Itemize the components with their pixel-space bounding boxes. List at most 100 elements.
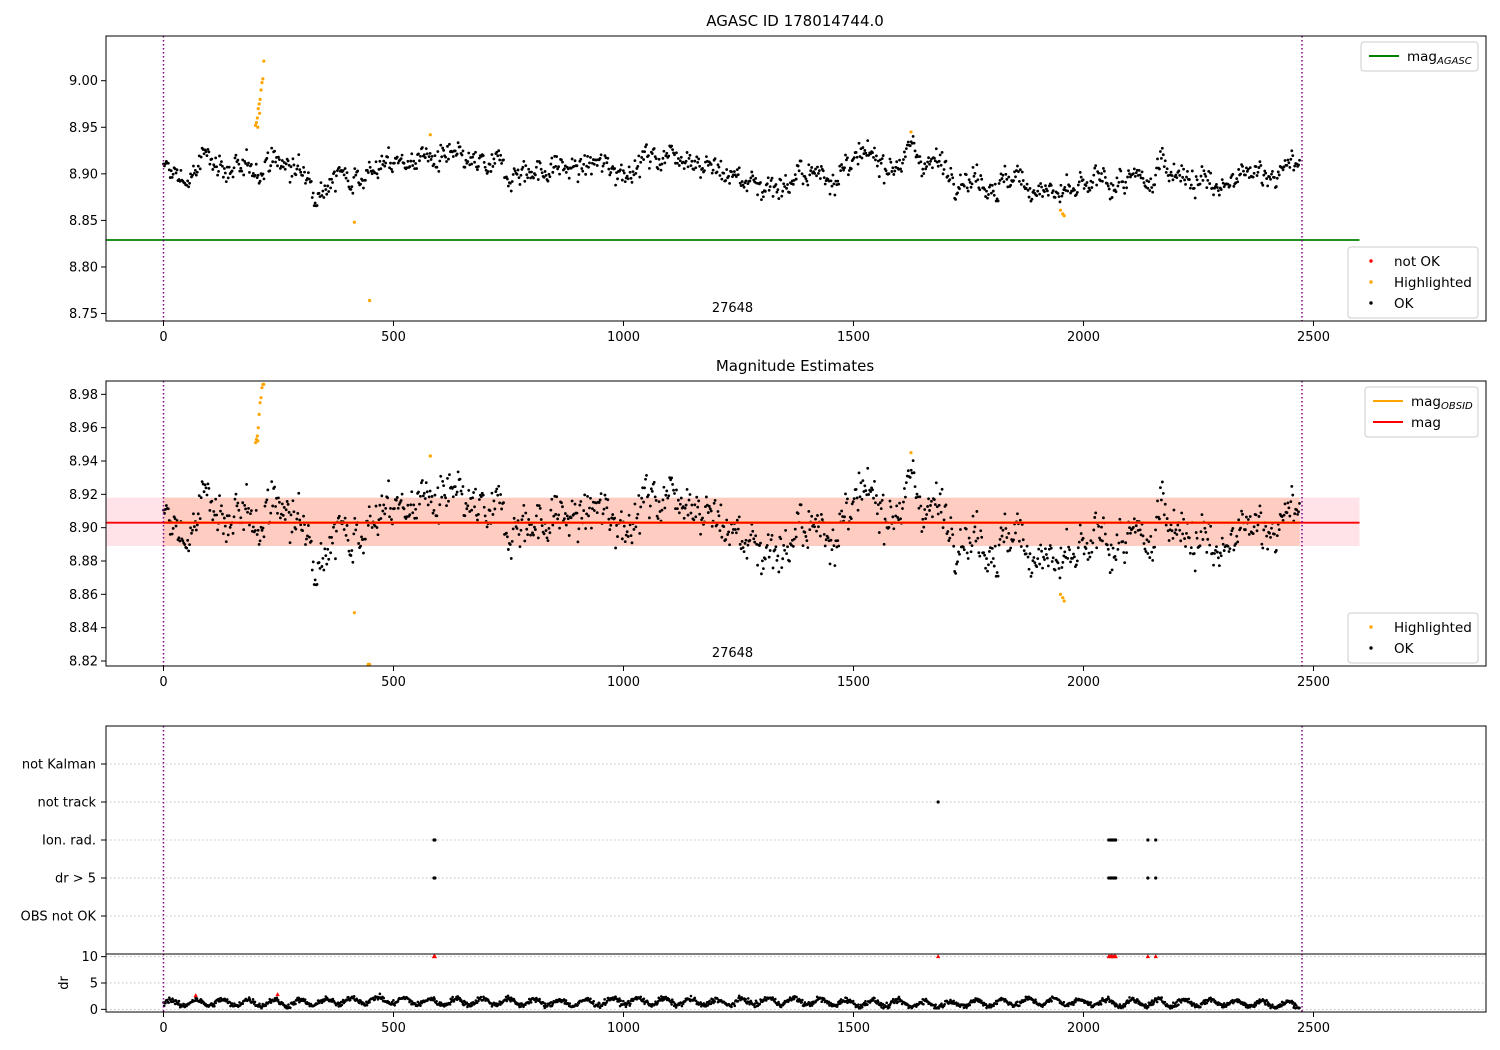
ok-point [329,186,333,190]
ok-point [1235,177,1239,181]
ok-point [1076,546,1080,550]
ok-point [938,153,942,157]
ok-point [1134,171,1138,175]
dr-point [276,998,280,1002]
ok-point [809,169,813,173]
ok-point [400,153,404,157]
ok-point [342,173,346,177]
dr-point [877,1000,880,1004]
ok-point [1165,517,1169,520]
panel2-top-legend-label: mag [1411,415,1441,431]
ok-point [473,160,476,164]
ok-point [1014,531,1017,535]
panel2-title: Magnitude Estimates [716,357,874,375]
ok-point [532,533,535,537]
ok-point [858,155,862,158]
ok-point [761,559,764,563]
ok-point [1097,525,1100,528]
highlighted-point [256,426,260,430]
ok-point [1094,164,1098,168]
dr-point [1170,1006,1174,1010]
ok-point [679,155,683,159]
dr-point [650,1005,653,1008]
dr-point [746,997,750,1000]
dr-point [269,1001,273,1004]
ok-point [908,476,912,479]
ok-point [1081,178,1085,182]
ok-point [1062,554,1066,558]
ok-point [1158,517,1161,521]
dr-point [737,994,741,998]
ok-point [1146,552,1150,555]
dr-point [1149,1003,1153,1007]
ok-point [467,489,471,492]
ok-point [873,146,876,150]
ok-point [613,167,617,170]
ok-point [459,489,463,493]
ok-point [506,184,510,188]
ok-point [214,156,218,160]
ok-point [629,534,633,538]
ok-point [964,173,968,177]
ok-point [1058,576,1062,580]
ok-point [461,485,465,488]
ok-point [490,491,494,495]
dr-point [1089,1001,1093,1004]
ok-point [986,569,989,573]
dr-point [348,998,352,1002]
flag-point [1154,876,1158,880]
ok-point [342,528,346,531]
ok-point [1026,188,1030,192]
dr-ytick-label: 10 [81,950,98,965]
ok-point [569,516,573,520]
ok-point [1132,517,1136,521]
ok-point [619,510,623,514]
ok-point [370,526,374,529]
ok-point [859,481,863,485]
ok-point [189,172,192,176]
ok-point [626,177,630,181]
ok-point [512,516,516,520]
ok-point [974,179,978,183]
ok-point [334,189,337,193]
ok-point [436,486,440,490]
ok-point [685,487,689,491]
ok-point [1167,539,1171,542]
dr-point [792,997,796,1001]
ok-point [1193,569,1197,573]
dr-point [1050,999,1053,1003]
ok-point [1156,499,1159,503]
ok-point [497,484,501,488]
ok-point [232,515,236,519]
ok-point [265,498,269,502]
ok-point [586,154,589,158]
dr-point [774,997,777,1001]
ok-point [424,147,428,151]
ok-point [619,168,622,172]
ok-point [749,533,753,537]
ok-point [1270,172,1273,176]
highlighted-point [262,382,266,386]
ok-point [170,175,174,179]
ok-point [920,174,924,178]
ok-point [302,514,305,518]
ok-point [1004,172,1008,176]
ok-point [918,155,922,158]
ok-point [687,157,691,160]
ok-point [1184,545,1187,548]
ok-point [439,474,443,478]
dr-capped-marker [1145,954,1151,959]
ok-point [808,528,812,532]
panel4-xtick-label: 1500 [837,1021,870,1036]
ok-point [1281,519,1285,522]
ok-point [740,180,744,183]
ok-point [381,509,385,513]
ok-point [419,494,422,498]
dr-point [857,1003,860,1006]
ok-point [866,466,870,470]
ok-point [552,514,556,518]
ok-point [382,503,386,507]
ok-point [1090,186,1094,189]
ok-point [286,502,290,506]
ok-point [736,173,740,177]
